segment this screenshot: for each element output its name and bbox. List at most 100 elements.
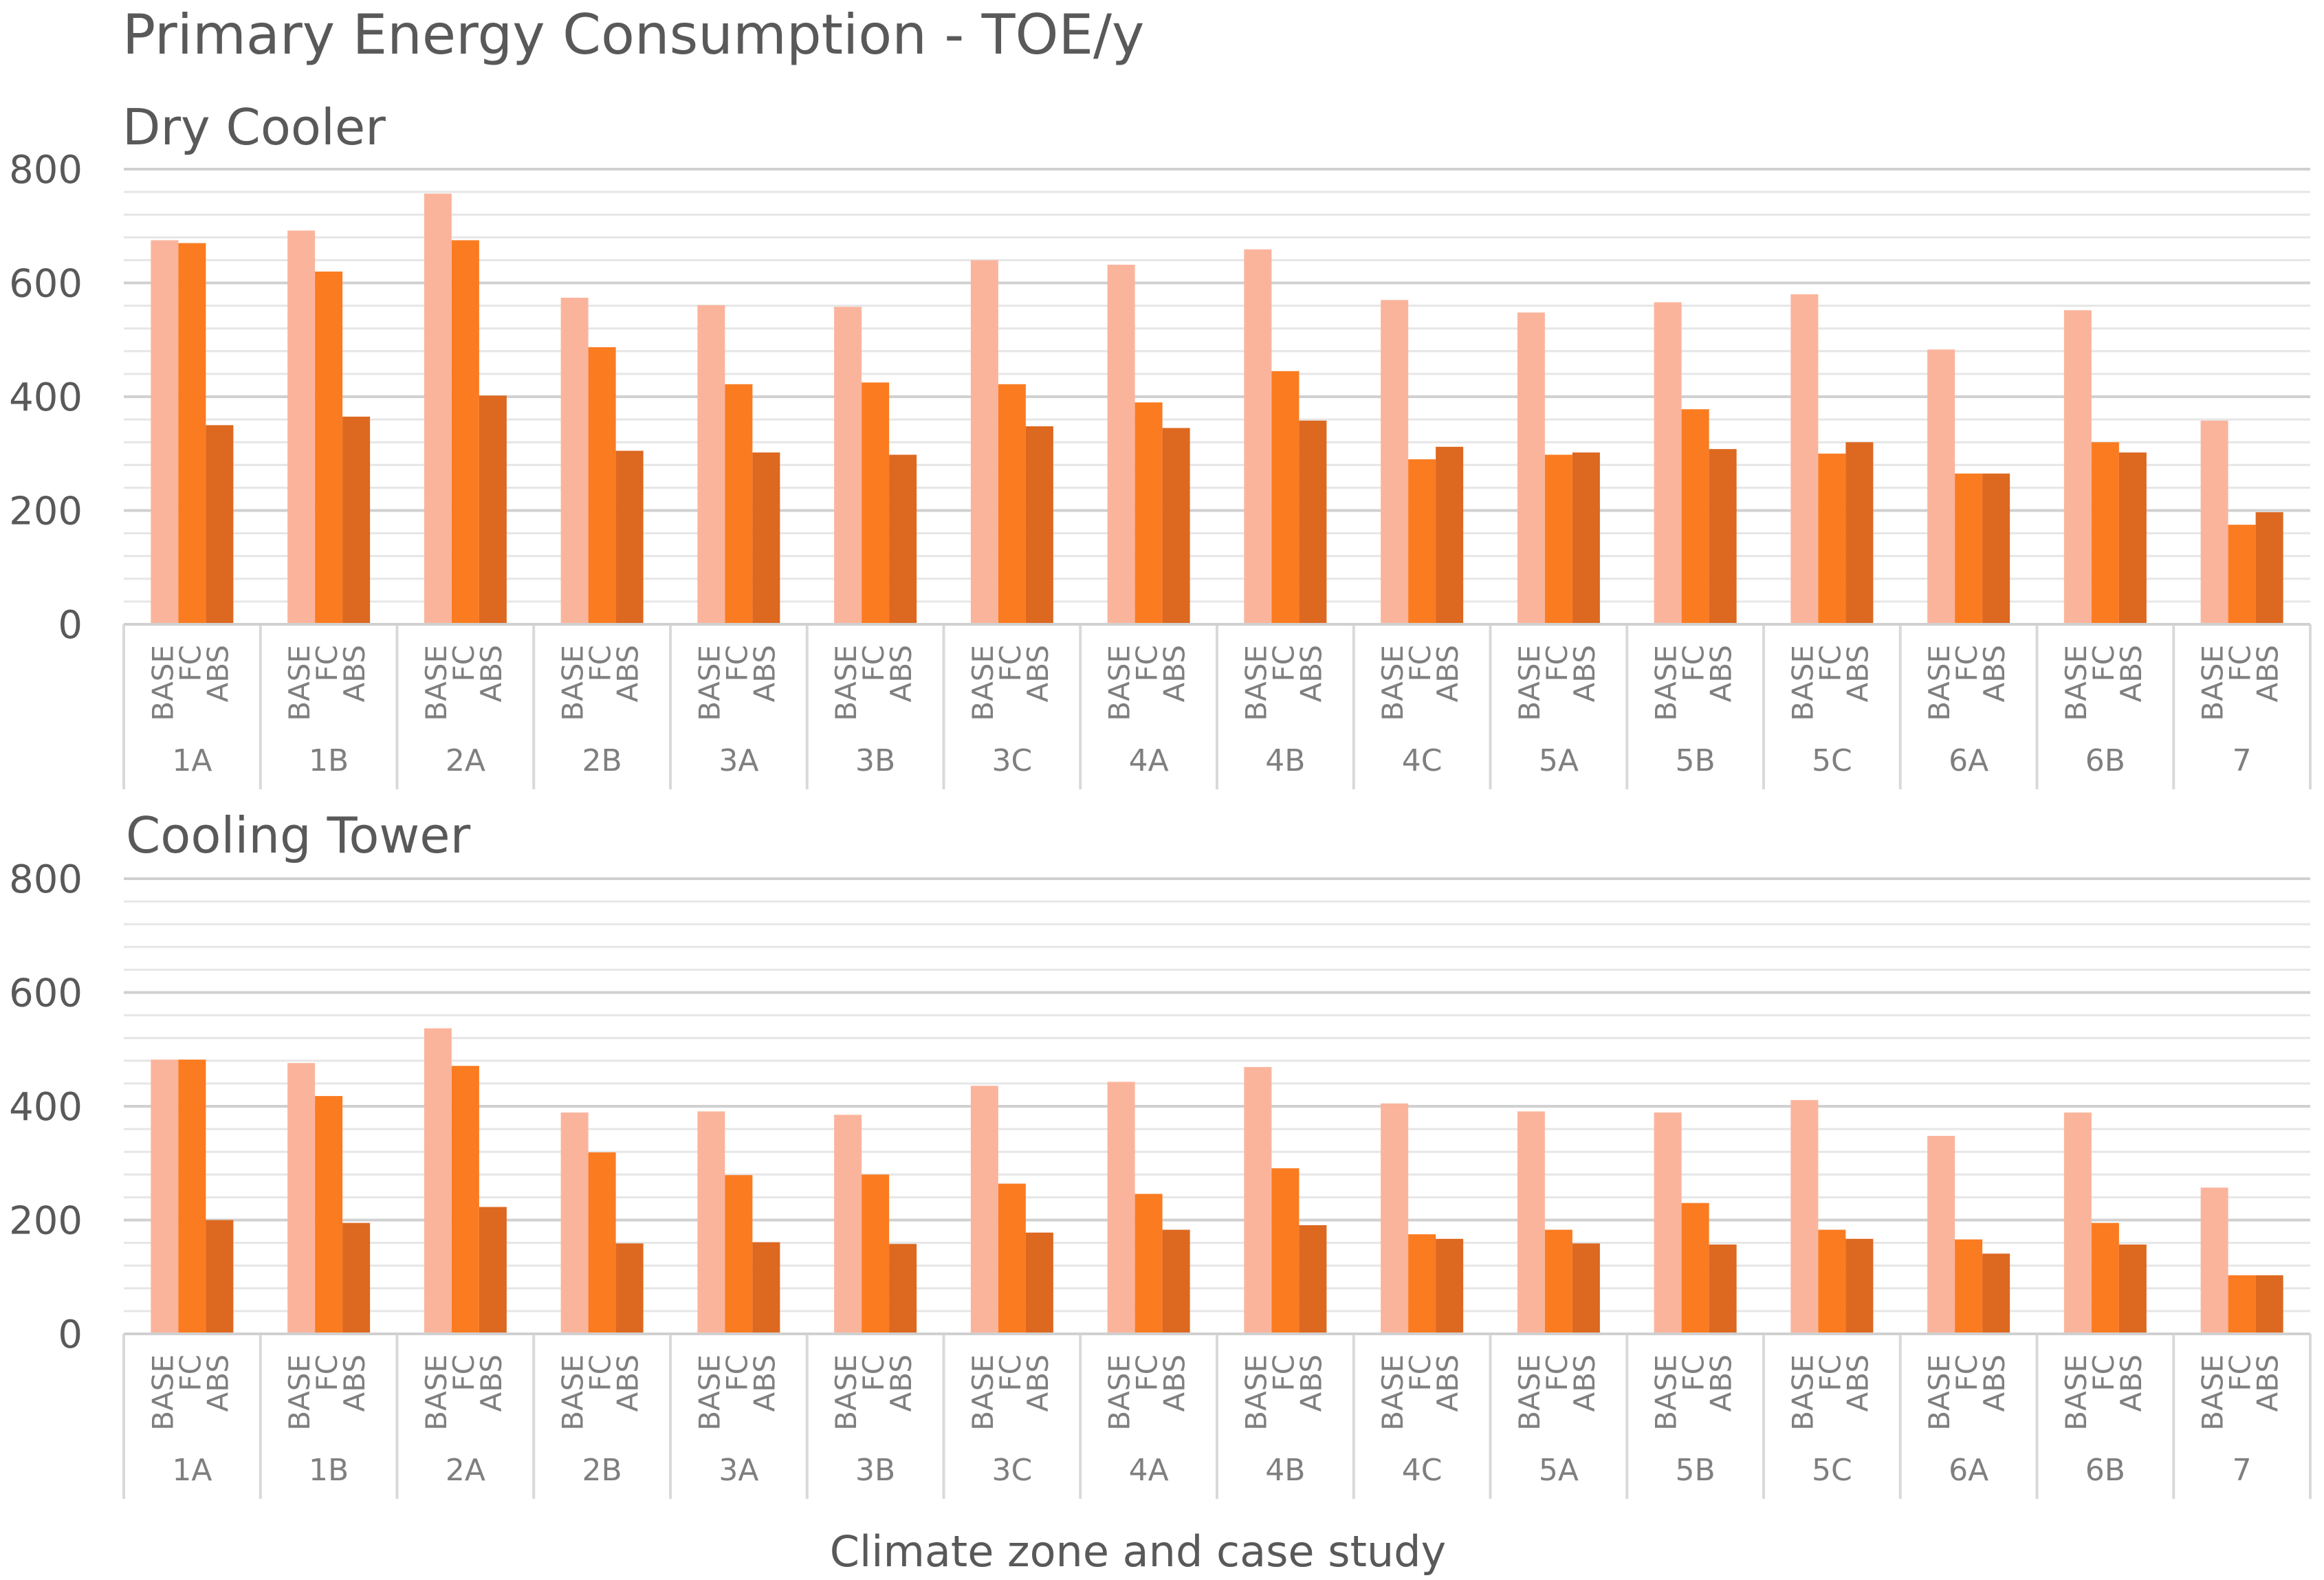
- y-tick-label: 600: [9, 972, 83, 1016]
- case-label: ABS: [1704, 1354, 1738, 1412]
- case-label: FC: [310, 645, 344, 681]
- bar-abs-4B: [1299, 420, 1327, 624]
- case-label: ABS: [1158, 1354, 1192, 1412]
- case-label: BASE: [1513, 1354, 1546, 1431]
- bar-base-6B: [2063, 1112, 2092, 1334]
- bar-base-3C: [970, 260, 998, 624]
- case-label: FC: [1677, 645, 1711, 681]
- category-label: 3A: [719, 1453, 758, 1488]
- bar-fc-4B: [1271, 1168, 1300, 1334]
- bar-abs-4B: [1299, 1225, 1327, 1334]
- y-tick-label: 600: [9, 262, 83, 307]
- case-label: ABS: [611, 1354, 645, 1412]
- category-label: 3B: [855, 743, 895, 778]
- case-label: BASE: [829, 645, 863, 721]
- bar-abs-7: [2255, 512, 2283, 624]
- category-label: 7: [2233, 1453, 2252, 1488]
- case-label: ABS: [1977, 1354, 2011, 1412]
- bar-fc-1B: [315, 271, 343, 624]
- case-label: BASE: [1786, 645, 1819, 721]
- category-label: 6A: [1949, 743, 1988, 778]
- case-label: ABS: [474, 1354, 508, 1412]
- bar-base-6A: [1927, 349, 1955, 624]
- bar-fc-2A: [451, 240, 479, 624]
- case-label: BASE: [1376, 1354, 1410, 1431]
- bar-base-1B: [287, 1063, 316, 1334]
- category-label: 6B: [2085, 1453, 2125, 1488]
- bar-fc-3B: [862, 382, 890, 624]
- y-tick-label: 400: [9, 1085, 83, 1130]
- bar-base-7: [2200, 420, 2228, 624]
- bar-base-1A: [151, 240, 179, 624]
- bar-base-2B: [560, 298, 589, 624]
- bar-fc-2B: [588, 347, 616, 624]
- bar-base-5B: [1654, 1112, 1682, 1334]
- y-tick-label: 800: [9, 148, 83, 193]
- bar-fc-4A: [1134, 1194, 1163, 1334]
- bar-abs-1A: [206, 425, 234, 624]
- panel-subtitle: Cooling Tower: [126, 807, 471, 864]
- case-label: BASE: [1103, 645, 1137, 721]
- bar-base-1A: [151, 1060, 179, 1334]
- case-label: BASE: [1239, 1354, 1273, 1431]
- bar-fc-5C: [1818, 1229, 1846, 1334]
- case-label: ABS: [1021, 1354, 1055, 1412]
- case-label: FC: [447, 645, 481, 681]
- bar-fc-3A: [725, 384, 753, 624]
- chart-title: Primary Energy Consumption - TOE/y: [122, 3, 1144, 67]
- case-label: FC: [1130, 645, 1164, 681]
- case-label: BASE: [283, 1354, 316, 1431]
- case-label: BASE: [1239, 645, 1273, 721]
- case-label: BASE: [1922, 645, 1956, 721]
- bar-base-2A: [424, 193, 452, 624]
- category-label: 3A: [719, 743, 758, 778]
- case-label: ABS: [1568, 1354, 1601, 1412]
- category-label: 4A: [1129, 743, 1169, 778]
- bar-abs-3B: [889, 454, 917, 624]
- case-label: FC: [1813, 1354, 1847, 1391]
- category-label: 3B: [855, 1453, 895, 1488]
- y-tick-label: 0: [58, 603, 83, 648]
- bar-fc-5B: [1681, 409, 1709, 624]
- bar-base-2A: [424, 1028, 452, 1334]
- bar-fc-3B: [862, 1174, 890, 1334]
- case-label: ABS: [2251, 645, 2285, 702]
- bar-fc-1A: [178, 243, 206, 624]
- case-label: FC: [1540, 645, 1574, 681]
- y-tick-label: 400: [9, 375, 83, 420]
- case-label: FC: [720, 1354, 754, 1391]
- case-label: ABS: [338, 645, 371, 702]
- case-label: BASE: [966, 1354, 1000, 1431]
- case-label: ABS: [884, 645, 918, 702]
- case-label: FC: [2224, 645, 2257, 681]
- bar-abs-4A: [1162, 428, 1190, 624]
- case-label: FC: [994, 1354, 1027, 1391]
- case-label: ABS: [884, 1354, 918, 1412]
- case-label: BASE: [556, 645, 590, 721]
- case-label: FC: [2087, 645, 2120, 681]
- bar-fc-3C: [998, 384, 1026, 624]
- case-label: BASE: [1786, 1354, 1819, 1431]
- case-label: FC: [857, 645, 890, 681]
- category-label: 4C: [1402, 1453, 1443, 1488]
- bar-abs-1B: [342, 1222, 371, 1334]
- case-label: FC: [1540, 1354, 1574, 1391]
- category-label: 7: [2233, 743, 2252, 778]
- bar-fc-3A: [725, 1175, 753, 1334]
- bar-fc-4A: [1134, 402, 1163, 624]
- case-label: FC: [720, 645, 754, 681]
- case-label: ABS: [201, 1354, 234, 1412]
- chart-panel-1: Dry Cooler0200400600800BASEFCABS1ABASEFC…: [9, 98, 2312, 789]
- bar-base-3C: [970, 1086, 998, 1334]
- case-label: FC: [2224, 1354, 2257, 1391]
- category-label: 1B: [309, 1453, 349, 1488]
- case-label: BASE: [1513, 645, 1546, 721]
- bar-abs-4C: [1436, 446, 1464, 624]
- bar-fc-6A: [1955, 1239, 1983, 1334]
- bar-fc-1A: [178, 1060, 206, 1334]
- bar-base-5B: [1654, 302, 1682, 624]
- bar-abs-5A: [1572, 1243, 1600, 1334]
- category-label: 5C: [1812, 743, 1852, 778]
- bar-fc-4C: [1408, 459, 1436, 624]
- category-label: 1A: [172, 743, 212, 778]
